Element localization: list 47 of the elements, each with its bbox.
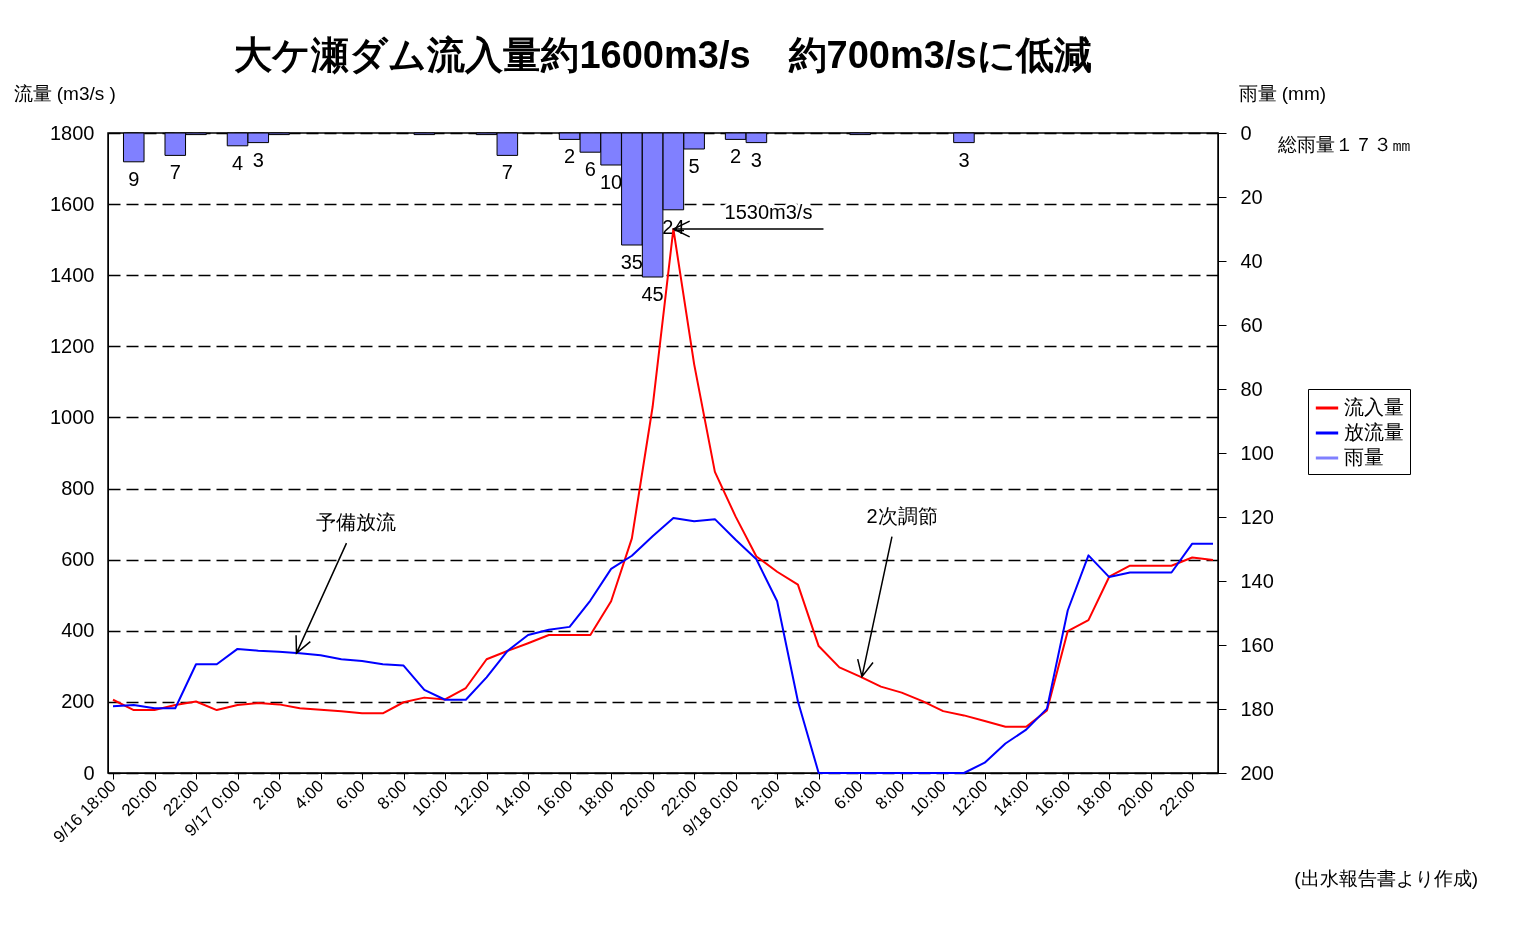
x-tick-label: 4:00 bbox=[290, 776, 328, 814]
data-label: 9 bbox=[128, 167, 140, 190]
data-label: 5 bbox=[688, 155, 700, 177]
data-label: 6 bbox=[584, 158, 596, 181]
y-tick-label: 1000 bbox=[50, 405, 95, 428]
data-label: 3 bbox=[750, 148, 762, 171]
y-tick-label: 800 bbox=[61, 477, 95, 500]
text: 総雨量１７３㎜ bbox=[1277, 134, 1411, 155]
chart-title: 大ケ瀬ダム流入量約1600m3/s 約700m3/sに低減 bbox=[234, 34, 1092, 76]
y2-tick-label: 40 bbox=[1240, 249, 1263, 272]
y-axis-title: 流量 (m3/s ) bbox=[13, 82, 116, 104]
legend-label: 流入量 bbox=[1344, 396, 1404, 418]
y-tick-label: 1600 bbox=[50, 192, 95, 215]
y2-axis-title: 雨量 (mm) bbox=[1238, 82, 1327, 104]
annotation: 1530m3/s bbox=[724, 201, 813, 223]
data-label: 7 bbox=[169, 161, 181, 184]
data-label: 3 bbox=[958, 148, 970, 171]
data-label: 45 bbox=[641, 283, 664, 305]
y2-tick-label: 0 bbox=[1240, 121, 1252, 144]
y2-tick-label: 80 bbox=[1240, 377, 1263, 400]
data-label: 3 bbox=[252, 148, 264, 171]
y2-tick-label: 60 bbox=[1240, 313, 1263, 336]
y-tick-label: 0 bbox=[83, 761, 95, 784]
data-label: 4 bbox=[231, 151, 244, 174]
y-tick-label: 1200 bbox=[50, 334, 95, 357]
x-tick-label: 4:00 bbox=[788, 776, 826, 814]
text: (出水報告書より作成) bbox=[1294, 868, 1478, 889]
legend-label: 雨量 bbox=[1344, 446, 1384, 468]
y2-tick-label: 100 bbox=[1240, 441, 1274, 464]
y2-tick-label: 120 bbox=[1240, 505, 1274, 528]
y-tick-label: 200 bbox=[61, 690, 95, 713]
y2-tick-label: 140 bbox=[1240, 569, 1274, 592]
y-tick-label: 1400 bbox=[50, 263, 95, 286]
y2-tick-label: 20 bbox=[1240, 185, 1263, 208]
data-label: 2 bbox=[730, 145, 742, 168]
y2-tick-label: 160 bbox=[1240, 633, 1274, 656]
annotation: 予備放流 bbox=[316, 511, 397, 534]
y-tick-label: 400 bbox=[61, 619, 95, 642]
annotation: 2次調節 bbox=[866, 504, 938, 527]
y-tick-label: 1800 bbox=[50, 121, 95, 144]
data-label: 35 bbox=[620, 251, 643, 273]
y-tick-label: 600 bbox=[61, 548, 95, 571]
data-label: 2 bbox=[564, 145, 576, 168]
data-label: 7 bbox=[501, 161, 513, 184]
y2-tick-label: 180 bbox=[1240, 697, 1274, 720]
legend-label: 放流量 bbox=[1344, 421, 1404, 443]
y2-tick-label: 200 bbox=[1240, 761, 1274, 784]
